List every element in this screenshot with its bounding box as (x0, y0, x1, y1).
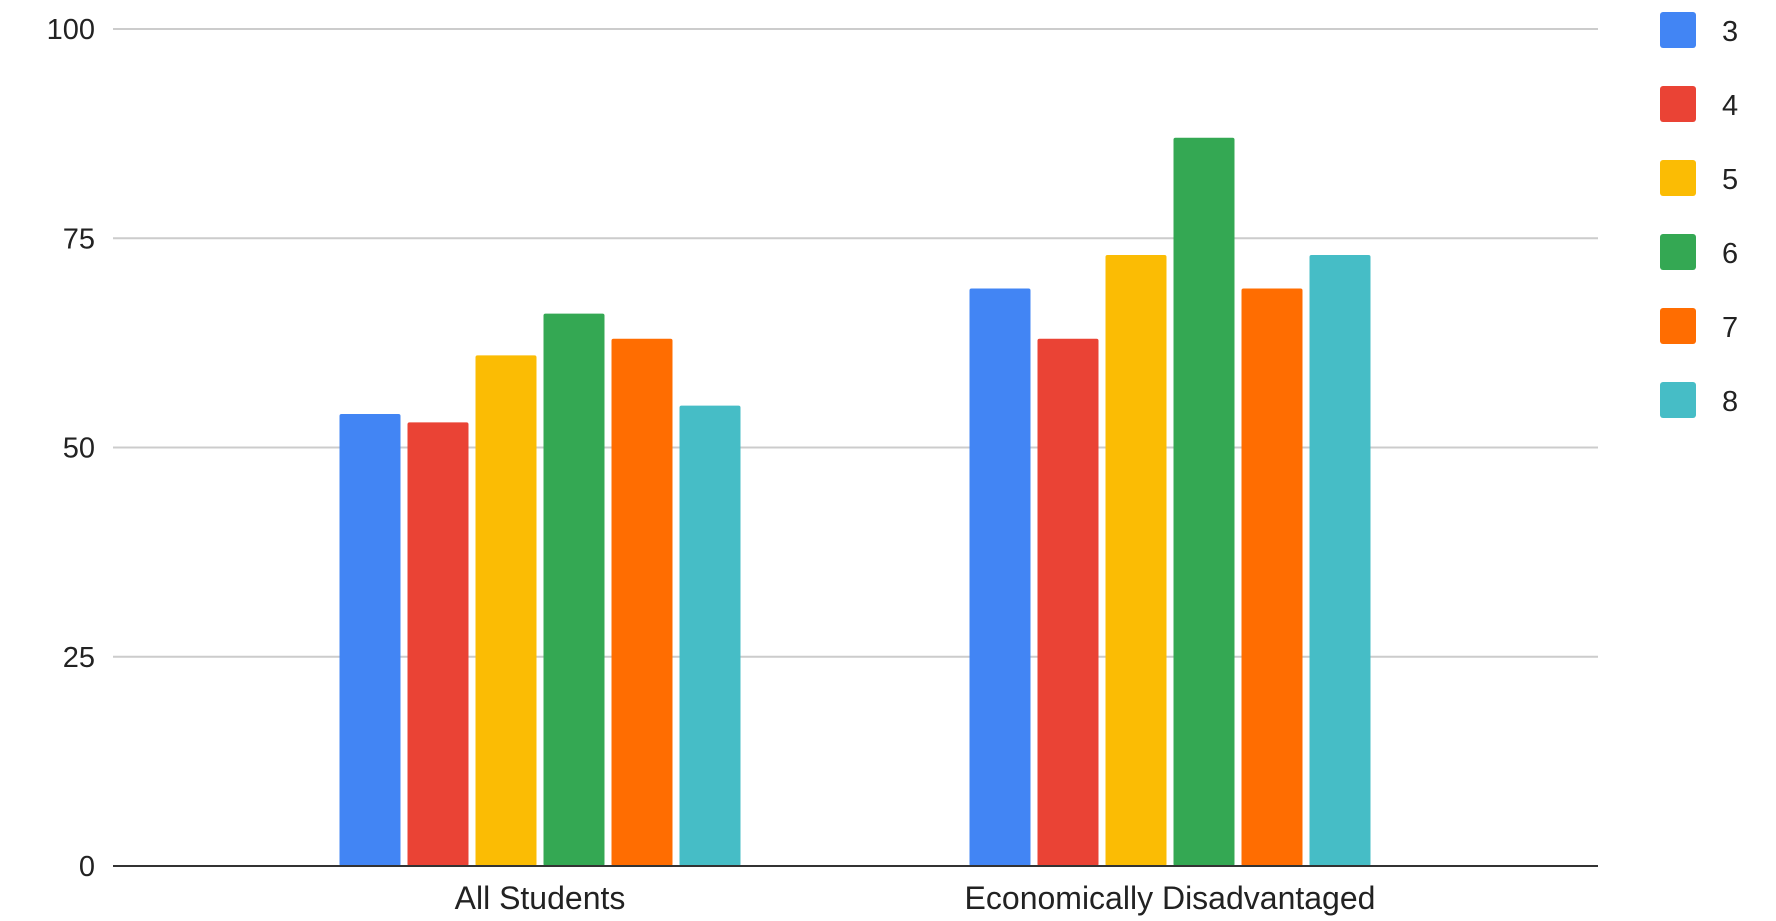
bar-6-1 (543, 313, 605, 867)
y-tick-label: 100 (47, 14, 95, 46)
legend-item: 8 (1660, 382, 1738, 418)
legend-item: 4 (1660, 86, 1738, 122)
legend-item: 3 (1660, 12, 1738, 48)
legend-swatch (1660, 160, 1696, 196)
bar-5-1 (475, 355, 537, 866)
legend-item: 7 (1660, 308, 1738, 344)
legend-swatch (1660, 86, 1696, 122)
bar-7-1 (611, 338, 673, 866)
legend: 3 4 5 6 7 8 (1660, 12, 1738, 418)
bars (339, 137, 1371, 867)
x-category-label: All Students (455, 880, 626, 916)
legend-label: 6 (1722, 238, 1738, 270)
legend-swatch (1660, 234, 1696, 270)
legend-item: 5 (1660, 160, 1738, 196)
bar-3-2 (969, 288, 1031, 867)
legend-swatch (1660, 12, 1696, 48)
bar-4-2 (1037, 338, 1099, 866)
legend-label: 5 (1722, 164, 1738, 196)
y-tick-label: 50 (63, 433, 95, 465)
legend-swatch (1660, 308, 1696, 344)
bar-4-1 (407, 422, 469, 866)
y-tick-label: 0 (79, 851, 95, 883)
bar-6-2 (1173, 137, 1235, 866)
y-tick-label: 75 (63, 223, 95, 255)
x-axis-categories: All Students Economically Disadvantaged (455, 880, 1376, 916)
legend-label: 7 (1722, 312, 1738, 344)
bar-8-2 (1309, 254, 1371, 867)
legend-label: 8 (1722, 386, 1738, 418)
bar-7-2 (1241, 288, 1303, 867)
legend-label: 3 (1722, 16, 1738, 48)
bar-5-2 (1105, 254, 1167, 867)
y-axis-ticks: 0 25 50 75 100 (47, 14, 95, 883)
legend-label: 4 (1722, 90, 1738, 122)
gridlines (113, 28, 1598, 658)
y-tick-label: 25 (63, 642, 95, 674)
x-category-label: Economically Disadvantaged (965, 880, 1376, 916)
legend-swatch (1660, 382, 1696, 418)
legend-item: 6 (1660, 234, 1738, 270)
bar-3-1 (339, 414, 401, 866)
bar-8-1 (679, 405, 741, 866)
